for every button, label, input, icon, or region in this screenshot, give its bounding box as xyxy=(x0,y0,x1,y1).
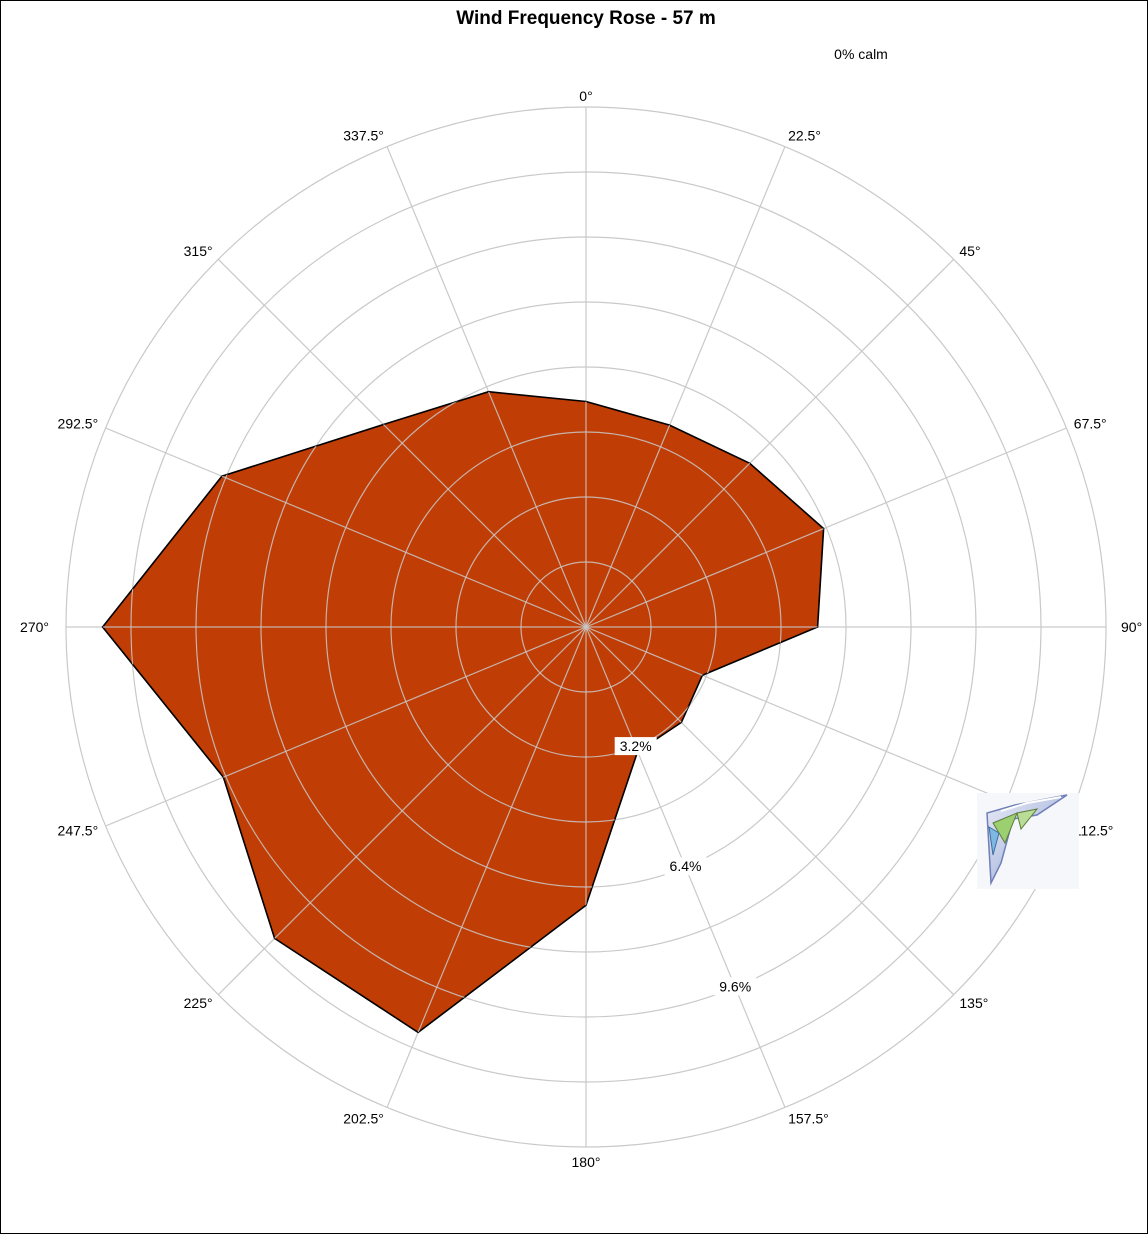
radial-tick-bg xyxy=(614,737,657,756)
grid-spoke-overlay xyxy=(386,391,587,628)
grid-spoke-overlay xyxy=(386,626,587,1033)
direction-label-90: 90° xyxy=(1121,619,1142,635)
direction-label-45: 45° xyxy=(959,243,980,259)
direction-label-135: 135° xyxy=(959,995,988,1011)
grid-spoke-overlay xyxy=(585,427,824,628)
grid-spoke-overlay xyxy=(585,626,824,827)
direction-label-0: 0° xyxy=(579,88,592,104)
radial-tick-6-4pct: 6.4% xyxy=(664,857,707,876)
radial-tick-3-2pct: 3.2% xyxy=(614,737,657,756)
grid-spoke-overlay xyxy=(217,626,587,996)
grid-spoke-overlay xyxy=(217,391,587,628)
frequency-polygon xyxy=(101,390,825,1034)
direction-label-157-5: 157.5° xyxy=(788,1111,829,1127)
radial-tick-text: 6.4% xyxy=(670,858,702,874)
direction-label-315: 315° xyxy=(184,243,213,259)
wind-software-logo xyxy=(977,793,1079,889)
radial-tick-bg xyxy=(664,857,707,876)
direction-label-67-5: 67.5° xyxy=(1074,415,1107,431)
direction-label-292-5: 292.5° xyxy=(58,415,99,431)
calm-label: 0% calm xyxy=(834,46,888,62)
direction-label-112-5: 112.5° xyxy=(1074,823,1114,839)
radial-tick-9-6pct: 9.6% xyxy=(714,977,757,996)
direction-label-247-5: 247.5° xyxy=(58,823,99,839)
radial-tick-labels: 3.2% 6.4% 9.6% xyxy=(614,737,757,996)
direction-label-337-5: 337.5° xyxy=(343,128,384,144)
radial-tick-text: 9.6% xyxy=(719,978,751,994)
direction-label-202-5: 202.5° xyxy=(343,1111,384,1127)
direction-labels: 0° 22.5° 45° 67.5° 90° 112.5° 135° 157.5° 180° 20… xyxy=(20,88,1142,1170)
radial-tick-bg xyxy=(714,977,757,996)
direction-label-225: 225° xyxy=(184,995,213,1011)
direction-label-180: 180° xyxy=(572,1154,601,1170)
direction-label-270: 270° xyxy=(20,619,49,635)
chart-title: Wind Frequency Rose - 57 m xyxy=(456,8,716,29)
series-layer xyxy=(101,390,825,1034)
grid-spoke-overlay xyxy=(585,391,786,628)
direction-label-22-5: 22.5° xyxy=(788,128,821,144)
radial-tick-text: 3.2% xyxy=(620,738,652,754)
